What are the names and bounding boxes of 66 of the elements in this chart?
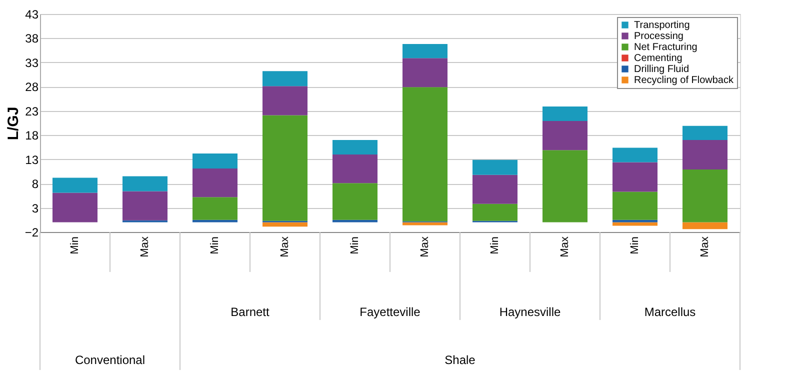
y-tick-label: −2 [24,226,39,240]
bar [332,220,378,222]
bar [52,192,98,222]
y-tick-label: 23 [25,104,39,118]
y-tick-label: 43 [25,8,39,22]
text: Shale [444,353,476,367]
x-tick-label: Max [419,236,431,258]
bar [682,126,728,140]
bar [332,154,378,184]
bar [122,176,168,192]
bar [542,150,588,222]
bar [542,121,588,150]
bar [332,183,378,220]
bar [612,162,658,192]
bar [192,197,238,220]
legend-label: Cementing [634,53,682,64]
bar [262,115,308,221]
bar [402,58,448,88]
bar [472,160,518,175]
bar [262,71,308,86]
legend-label: Net Fracturing [634,42,698,53]
x-tick-label: Max [139,236,151,258]
bar [682,222,728,230]
bar [402,87,448,222]
bar [472,204,518,221]
bar [612,192,658,220]
x-tick-label: Max [559,236,571,258]
bar [192,220,238,222]
x-tick-label: Min [209,236,221,254]
y-tick-label: 28 [25,80,39,94]
text: Fayetteville [360,305,421,319]
x-tick-label: Max [699,236,711,258]
x-tick-label: Min [629,236,641,254]
bar [682,170,728,222]
legend-label: Drilling Fluid [634,64,690,75]
x-tick-label: Max [279,236,291,258]
legend-label: Transporting [634,20,690,31]
x-tick-label: Min [69,236,81,254]
legend-label: Recycling of Flowback [634,75,734,86]
bar [612,220,658,222]
bar [542,106,588,122]
bar [472,174,518,204]
text: Marcellus [644,305,696,319]
bar [122,191,168,220]
y-tick-label: 13 [25,152,39,167]
y-axis-title: L/GJ [4,106,22,140]
text: Haynesville [499,305,562,319]
y-tick-label: 33 [25,56,39,70]
y-tick-label: 18 [25,128,39,143]
y-tick-label: 3 [32,201,39,216]
bar [682,140,728,170]
text: Conventional [74,353,146,367]
bar [612,148,658,162]
legend-label: Processing [634,31,684,42]
bar [402,44,448,58]
bar [262,222,308,227]
bar [52,178,98,193]
x-tick-label: Min [349,236,361,254]
bar [262,86,308,116]
x-tick-label: Min [489,236,501,254]
bar [192,168,238,198]
text: Barnett [230,305,270,319]
bar [332,140,378,154]
y-tick-label: 38 [25,32,39,46]
bar [192,154,238,169]
y-tick-label: 8 [32,177,39,192]
